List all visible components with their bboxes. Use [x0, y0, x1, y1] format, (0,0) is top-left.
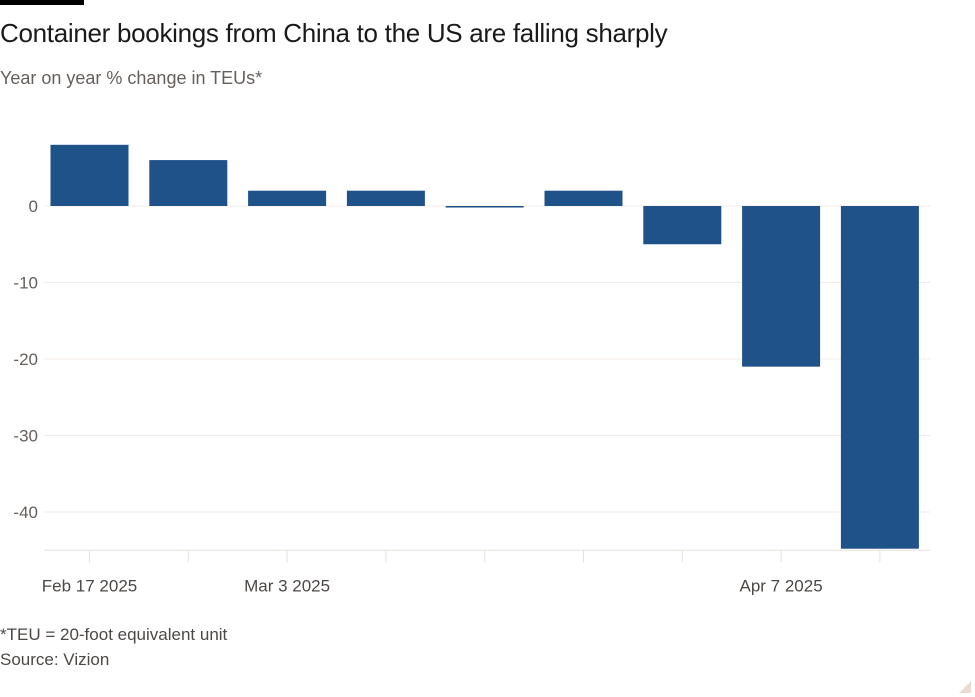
bar — [544, 190, 623, 206]
bar — [346, 190, 425, 206]
y-tick-label: -30 — [13, 427, 38, 446]
bar — [248, 190, 327, 206]
x-tick-label: Feb 17 2025 — [42, 576, 137, 595]
brand-bar — [0, 0, 84, 5]
resize-corner — [959, 681, 971, 693]
y-tick-label: -20 — [13, 350, 38, 369]
chart-title: Container bookings from China to the US … — [0, 18, 668, 48]
footnote: *TEU = 20-foot equivalent unit — [0, 625, 228, 644]
y-tick-label: 0 — [29, 197, 38, 216]
bar-chart: 0 -10 -20 -30 -40 Feb 17 2025 Mar 3 2025 Apr 7 … — [13, 144, 930, 595]
chart-subtitle: Year on year % change in TEUs* — [0, 68, 263, 88]
x-tick-label: Mar 3 2025 — [244, 576, 330, 595]
y-tick-label: -10 — [13, 274, 38, 293]
bar — [50, 144, 129, 206]
bar — [445, 206, 524, 208]
bar — [643, 206, 722, 245]
bar — [149, 160, 228, 206]
source-note: Source: Vizion — [0, 650, 110, 669]
y-tick-label: -40 — [13, 503, 38, 522]
x-tick-label: Apr 7 2025 — [740, 576, 823, 595]
bar — [840, 206, 919, 549]
bar — [742, 206, 821, 367]
